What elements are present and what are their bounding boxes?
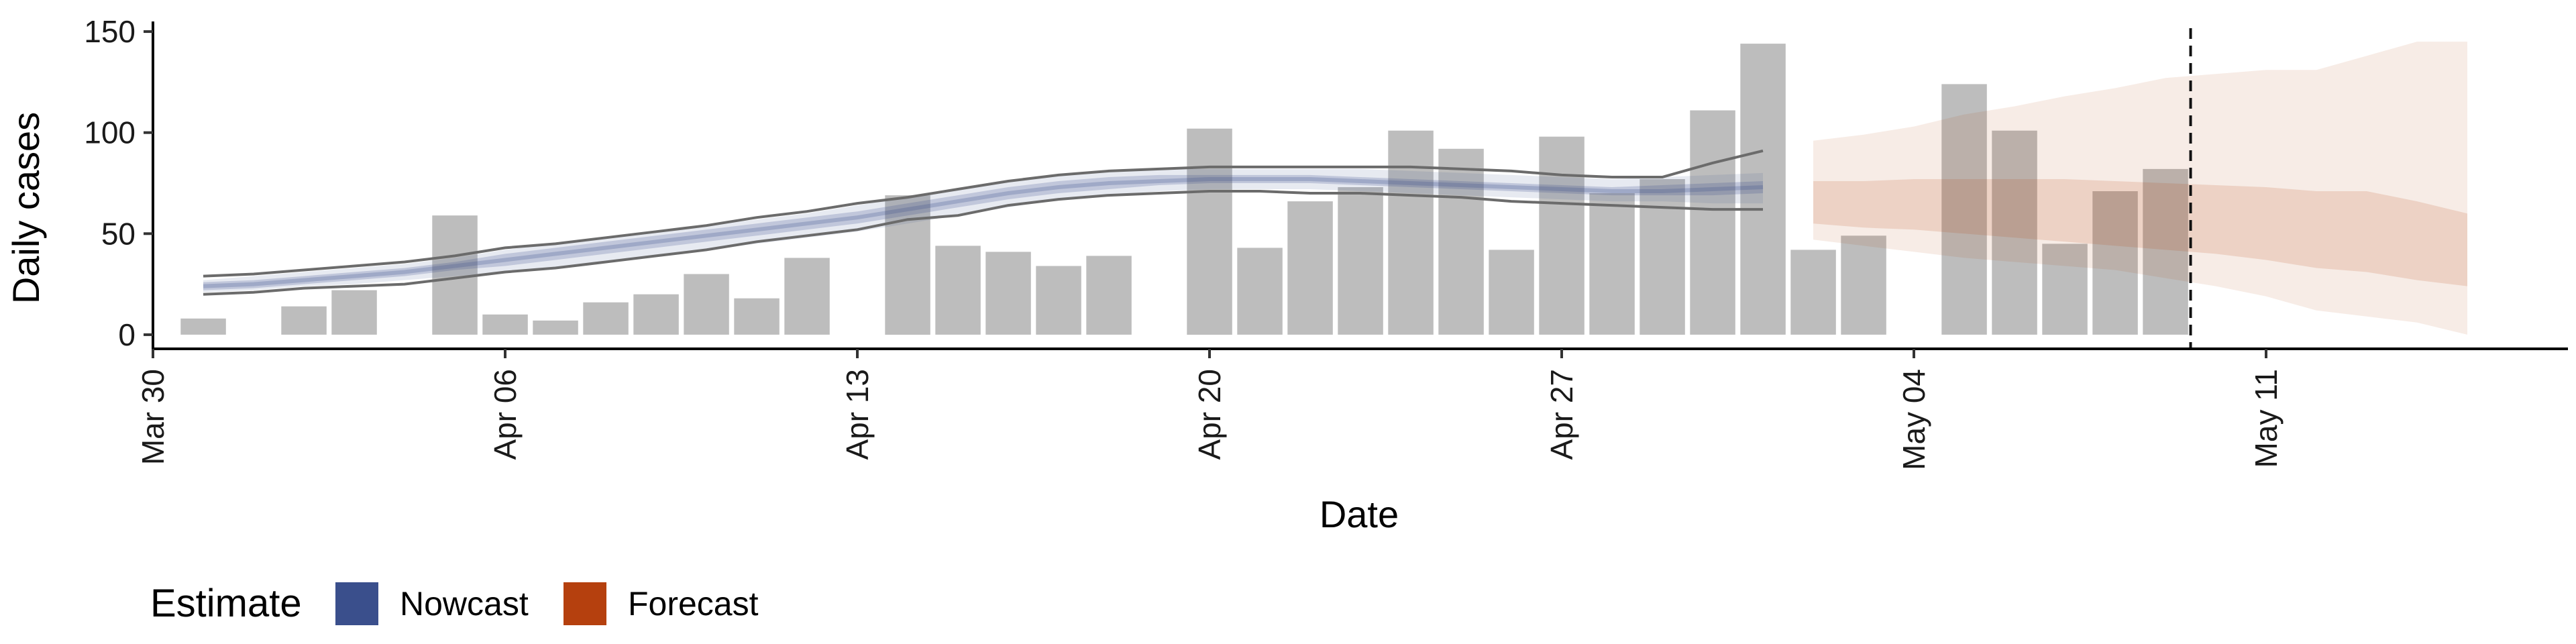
- nowcast-band-50: [203, 168, 1763, 292]
- bar-2020-04-23: [1338, 187, 1383, 335]
- bar-2020-04-18: [1086, 256, 1132, 335]
- bar-2020-04-06: [482, 314, 528, 335]
- forecast-band-90: [1813, 42, 2467, 335]
- legend-swatch-forecast: [564, 582, 606, 625]
- bar-2020-04-25: [1438, 148, 1484, 335]
- bar-2020-04-17: [1036, 266, 1081, 335]
- bar-2020-05-05: [1941, 84, 1987, 335]
- bar-2020-04-10: [684, 274, 729, 335]
- bar-2020-04-27: [1539, 136, 1585, 335]
- plot-area: [180, 28, 2467, 349]
- bar-2020-05-02: [1790, 250, 1836, 335]
- nowcast-lower-line: [203, 190, 1763, 296]
- bar-2020-05-03: [1841, 235, 1886, 335]
- axes: 0 50 100 150 Mar 30 Apr 06 Apr 13 Apr 20 Apr 27 M…: [84, 14, 2568, 470]
- bar-2020-03-31: [180, 318, 226, 335]
- y-axis-title: Daily cases: [5, 112, 47, 304]
- x-tick-label-1: Apr 06: [488, 369, 523, 460]
- nowcast-upper-line: [203, 149, 1764, 278]
- bar-2020-05-09: [2143, 168, 2188, 335]
- bar-2020-05-06: [1992, 130, 2037, 335]
- bar-2020-04-21: [1237, 248, 1283, 335]
- bar-2020-05-08: [2092, 191, 2138, 335]
- legend-label-nowcast: Nowcast: [400, 585, 529, 623]
- bar-2020-05-07: [2042, 244, 2088, 335]
- bar-2020-04-26: [1489, 250, 1534, 335]
- bar-2020-04-20: [1187, 128, 1232, 335]
- x-tick-label-0: Mar 30: [136, 369, 170, 465]
- bar-2020-04-02: [281, 306, 327, 335]
- bar-2020-05-01: [1740, 44, 1786, 335]
- y-tick-label-0: 0: [118, 317, 136, 352]
- x-tick-label-2: Apr 13: [840, 369, 875, 460]
- bar-2020-04-24: [1388, 130, 1434, 335]
- nowcast-band-20: [203, 174, 1763, 290]
- legend-swatch-nowcast: [335, 582, 378, 625]
- bar-2020-04-09: [633, 294, 679, 335]
- bar-2020-04-08: [583, 302, 629, 335]
- bar-2020-04-03: [331, 290, 377, 335]
- nowcast-median-line: [203, 177, 1764, 288]
- x-tick-label-6: May 11: [2249, 369, 2284, 468]
- legend-title: Estimate: [150, 582, 302, 625]
- legend-label-forecast: Forecast: [628, 585, 759, 623]
- bar-2020-04-11: [734, 298, 780, 335]
- bar-2020-04-30: [1690, 110, 1735, 335]
- bar-2020-04-28: [1589, 193, 1635, 335]
- y-tick-label-100: 100: [84, 115, 136, 150]
- x-tick-label-5: May 04: [1896, 369, 1931, 470]
- legend: Estimate Nowcast Forecast: [150, 582, 759, 625]
- forecast-band-50: [1813, 179, 2467, 286]
- bar-2020-04-29: [1640, 179, 1685, 335]
- bar-2020-04-15: [935, 246, 981, 335]
- y-tick-label-150: 150: [84, 14, 136, 49]
- bar-2020-04-12: [784, 258, 830, 335]
- y-tick-label-50: 50: [101, 216, 136, 251]
- bar-2020-04-22: [1287, 201, 1333, 335]
- x-tick-label-4: Apr 27: [1544, 369, 1579, 460]
- bar-2020-04-16: [985, 252, 1031, 335]
- x-tick-label-3: Apr 20: [1192, 369, 1227, 460]
- bar-2020-04-07: [533, 320, 578, 335]
- x-axis-title: Date: [1320, 493, 1399, 535]
